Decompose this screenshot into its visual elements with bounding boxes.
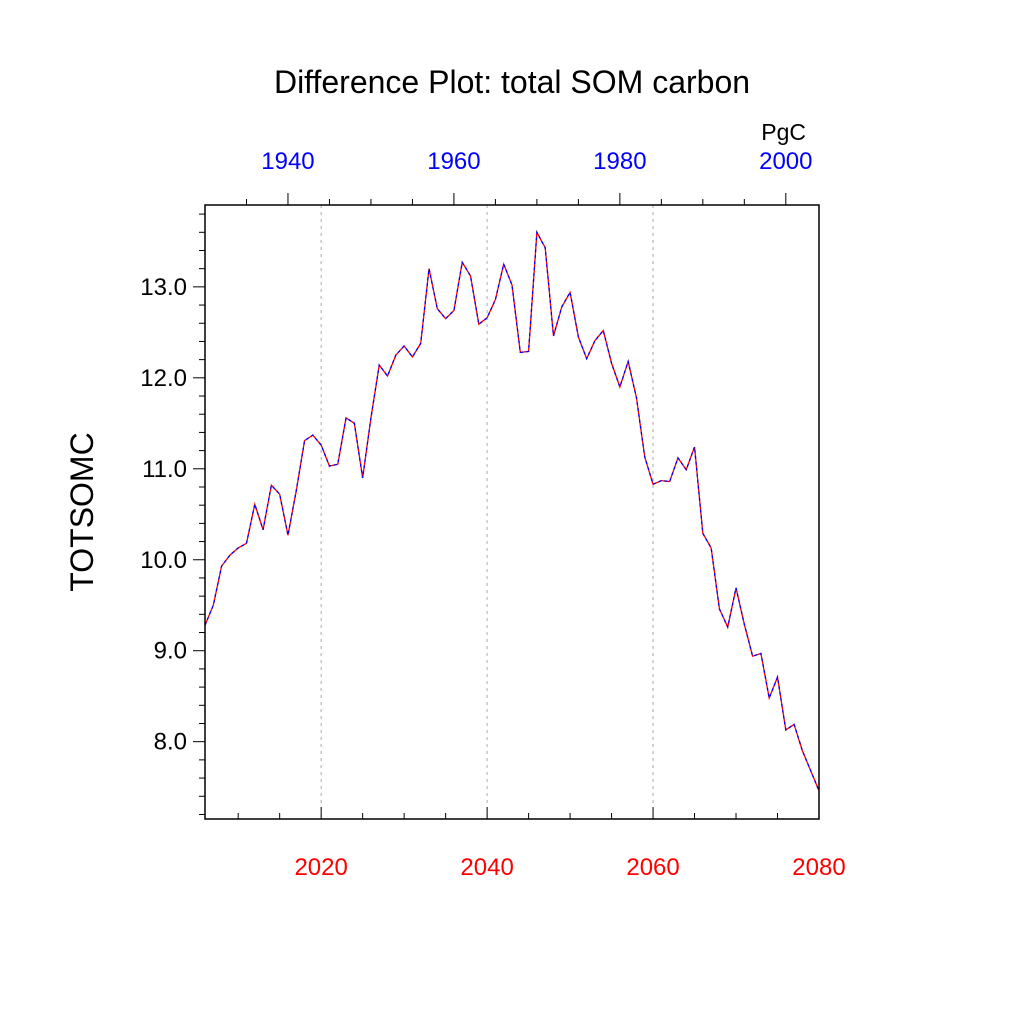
y-tick-label: 8.0 [154,729,187,756]
y-tick-label: 12.0 [140,365,187,392]
units-label: PgC [761,119,806,145]
x-top-tick-label: 1940 [261,148,314,175]
y-tick-label: 13.0 [140,274,187,301]
y-axis-title: TOTSOMC [64,432,100,591]
series-line-overlay [204,229,820,792]
grid-lines [320,205,654,819]
x-bottom-tick-label: 2060 [626,854,679,881]
y-tick-label: 11.0 [142,456,187,483]
x-bottom-tick-label: 2080 [792,854,845,881]
series-line [204,229,820,792]
x-top-tick-label: 1960 [427,148,480,175]
plot-frame [204,204,820,820]
data-series [204,229,820,792]
x-bottom-tick-label: 2040 [460,854,513,881]
x-bottom-tick-label: 2020 [294,854,347,881]
axis-ticks [193,193,820,819]
tick-labels: 2020 2040 2060 2080 1940 1960 1980 2000 8.0 9.0 10… [140,148,845,881]
x-top-tick-label: 1980 [593,148,646,175]
y-tick-label: 10.0 [140,547,187,574]
x-top-tick-label: 2000 [759,148,812,175]
y-tick-label: 9.0 [154,638,187,665]
chart-title: Difference Plot: total SOM carbon [274,64,750,100]
